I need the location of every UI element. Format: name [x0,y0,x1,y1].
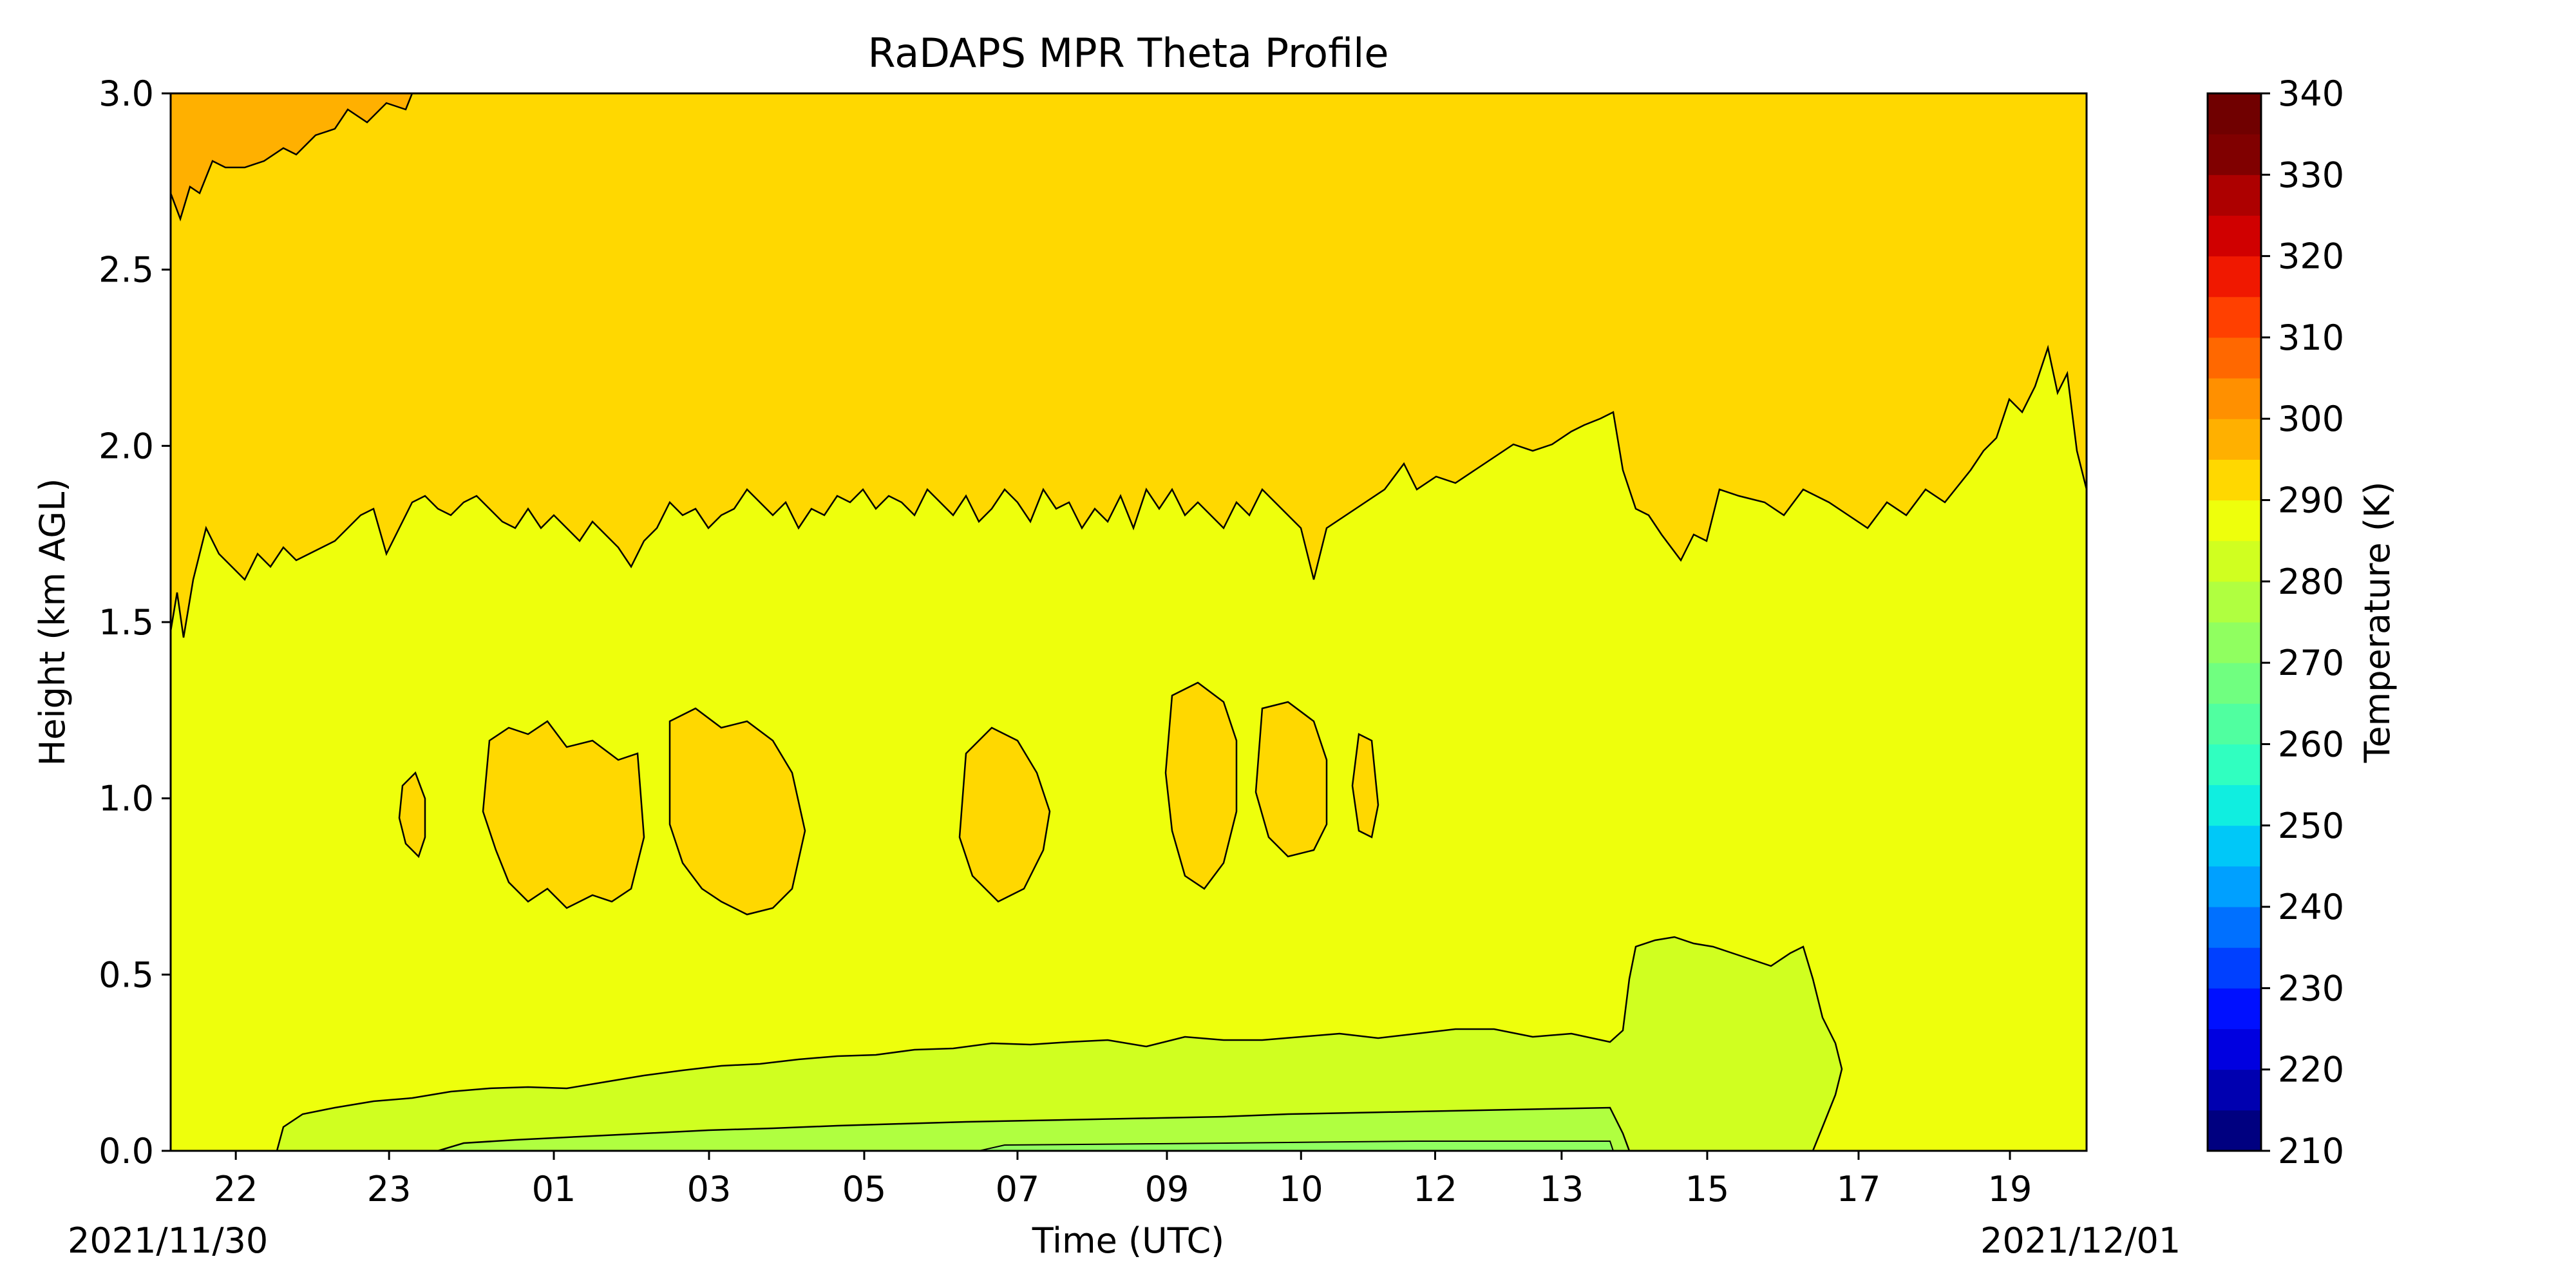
date-end-label: 2021/12/01 [1980,1220,2181,1261]
colorbar-tick-label: 340 [2278,73,2344,114]
colorbar-tick-label: 310 [2278,317,2344,358]
x-tick-label: 19 [1988,1169,2032,1209]
colorbar-segment [2208,622,2261,663]
chart-title: RaDAPS MPR Theta Profile [868,30,1389,77]
x-tick-label: 03 [687,1169,732,1209]
colorbar-segment [2208,866,2261,907]
y-tick-label: 2.5 [99,250,154,290]
x-tick-label: 13 [1539,1169,1584,1209]
colorbar-segment [2208,1110,2261,1151]
colorbar-frame [2206,92,2262,1152]
y-tick-label: 0.5 [99,954,154,995]
colorbar-segment [2208,1069,2261,1111]
colorbar-segment [2208,744,2261,786]
y-tick-label: 0.0 [99,1131,154,1171]
colorbar-tick-label: 230 [2278,968,2344,1009]
colorbar-tick-label: 280 [2278,562,2344,602]
colorbar-segment [2208,581,2261,623]
colorbar-segment [2208,256,2261,298]
colorbar-segment [2208,378,2261,419]
colorbar-tick-label: 320 [2278,236,2344,277]
colorbar-segment [2208,703,2261,744]
colorbar-segment [2208,825,2261,867]
x-tick-label: 17 [1837,1169,1881,1209]
colorbar-segment [2208,1028,2261,1070]
colorbar-segment [2208,337,2261,379]
colorbar-segment [2208,419,2261,460]
colorbar-segment [2208,947,2261,989]
colorbar-segment [2208,296,2261,338]
colorbar-segment [2208,784,2261,826]
colorbar-segment [2208,93,2261,135]
colorbar-segment [2208,215,2261,257]
region-285-290 [276,936,1843,1151]
x-tick-label: 09 [1145,1169,1189,1209]
colorbar-segment [2208,663,2261,704]
y-tick-label: 1.5 [99,602,154,643]
colorbar-tick-label: 290 [2278,480,2344,521]
colorbar-label: Temperature (K) [2357,482,2398,764]
y-tick-label: 3.0 [99,73,154,114]
region-280-285 [437,1106,1631,1151]
colorbar: 210 220 230 240 250 260 270 280 290 300 310 320 330 3… [2206,73,2344,1171]
mid-warm-patches [398,681,1379,916]
region-300-305 [171,93,413,222]
colorbar-segment [2208,500,2261,542]
plot-area [171,93,2087,1151]
y-axis-label: Height (km AGL) [32,478,73,766]
region-275-280 [978,1141,1615,1151]
colorbar-tick-label: 270 [2278,643,2344,683]
colorbar-tick-label: 300 [2278,399,2344,439]
x-tick-label: 01 [532,1169,576,1209]
x-tick-label: 23 [367,1169,412,1209]
x-tick-label: 22 [214,1169,258,1209]
x-tick-label: 05 [842,1169,887,1209]
colorbar-segment [2208,175,2261,216]
y-tick-label: 1.0 [99,779,154,819]
x-tick-label: 12 [1413,1169,1457,1209]
colorbar-tick-label: 240 [2278,887,2344,927]
x-tick-label: 07 [996,1169,1040,1209]
colorbar-segment [2208,459,2261,501]
x-tick-label: 15 [1685,1169,1730,1209]
colorbar-segment [2208,540,2261,582]
y-axis: 0.0 0.5 1.0 1.5 2.0 2.5 3.0 [99,73,171,1171]
x-axis-label: Time (UTC) [1032,1220,1225,1261]
colorbar-segment [2208,907,2261,948]
colorbar-tick-label: 330 [2278,155,2344,195]
date-start-label: 2021/11/30 [68,1220,268,1261]
y-tick-label: 2.0 [99,426,154,466]
x-axis: 22 23 01 03 05 07 09 10 12 13 15 17 19 [214,1151,2032,1209]
region-295-300 [171,93,2087,638]
colorbar-tick-label: 260 [2278,724,2344,764]
colorbar-segment [2208,134,2261,175]
colorbar-tick-label: 220 [2278,1050,2344,1090]
x-tick-label: 10 [1279,1169,1323,1209]
colorbar-tick-label: 210 [2278,1131,2344,1171]
colorbar-segment [2208,988,2261,1030]
colorbar-tick-label: 250 [2278,806,2344,846]
